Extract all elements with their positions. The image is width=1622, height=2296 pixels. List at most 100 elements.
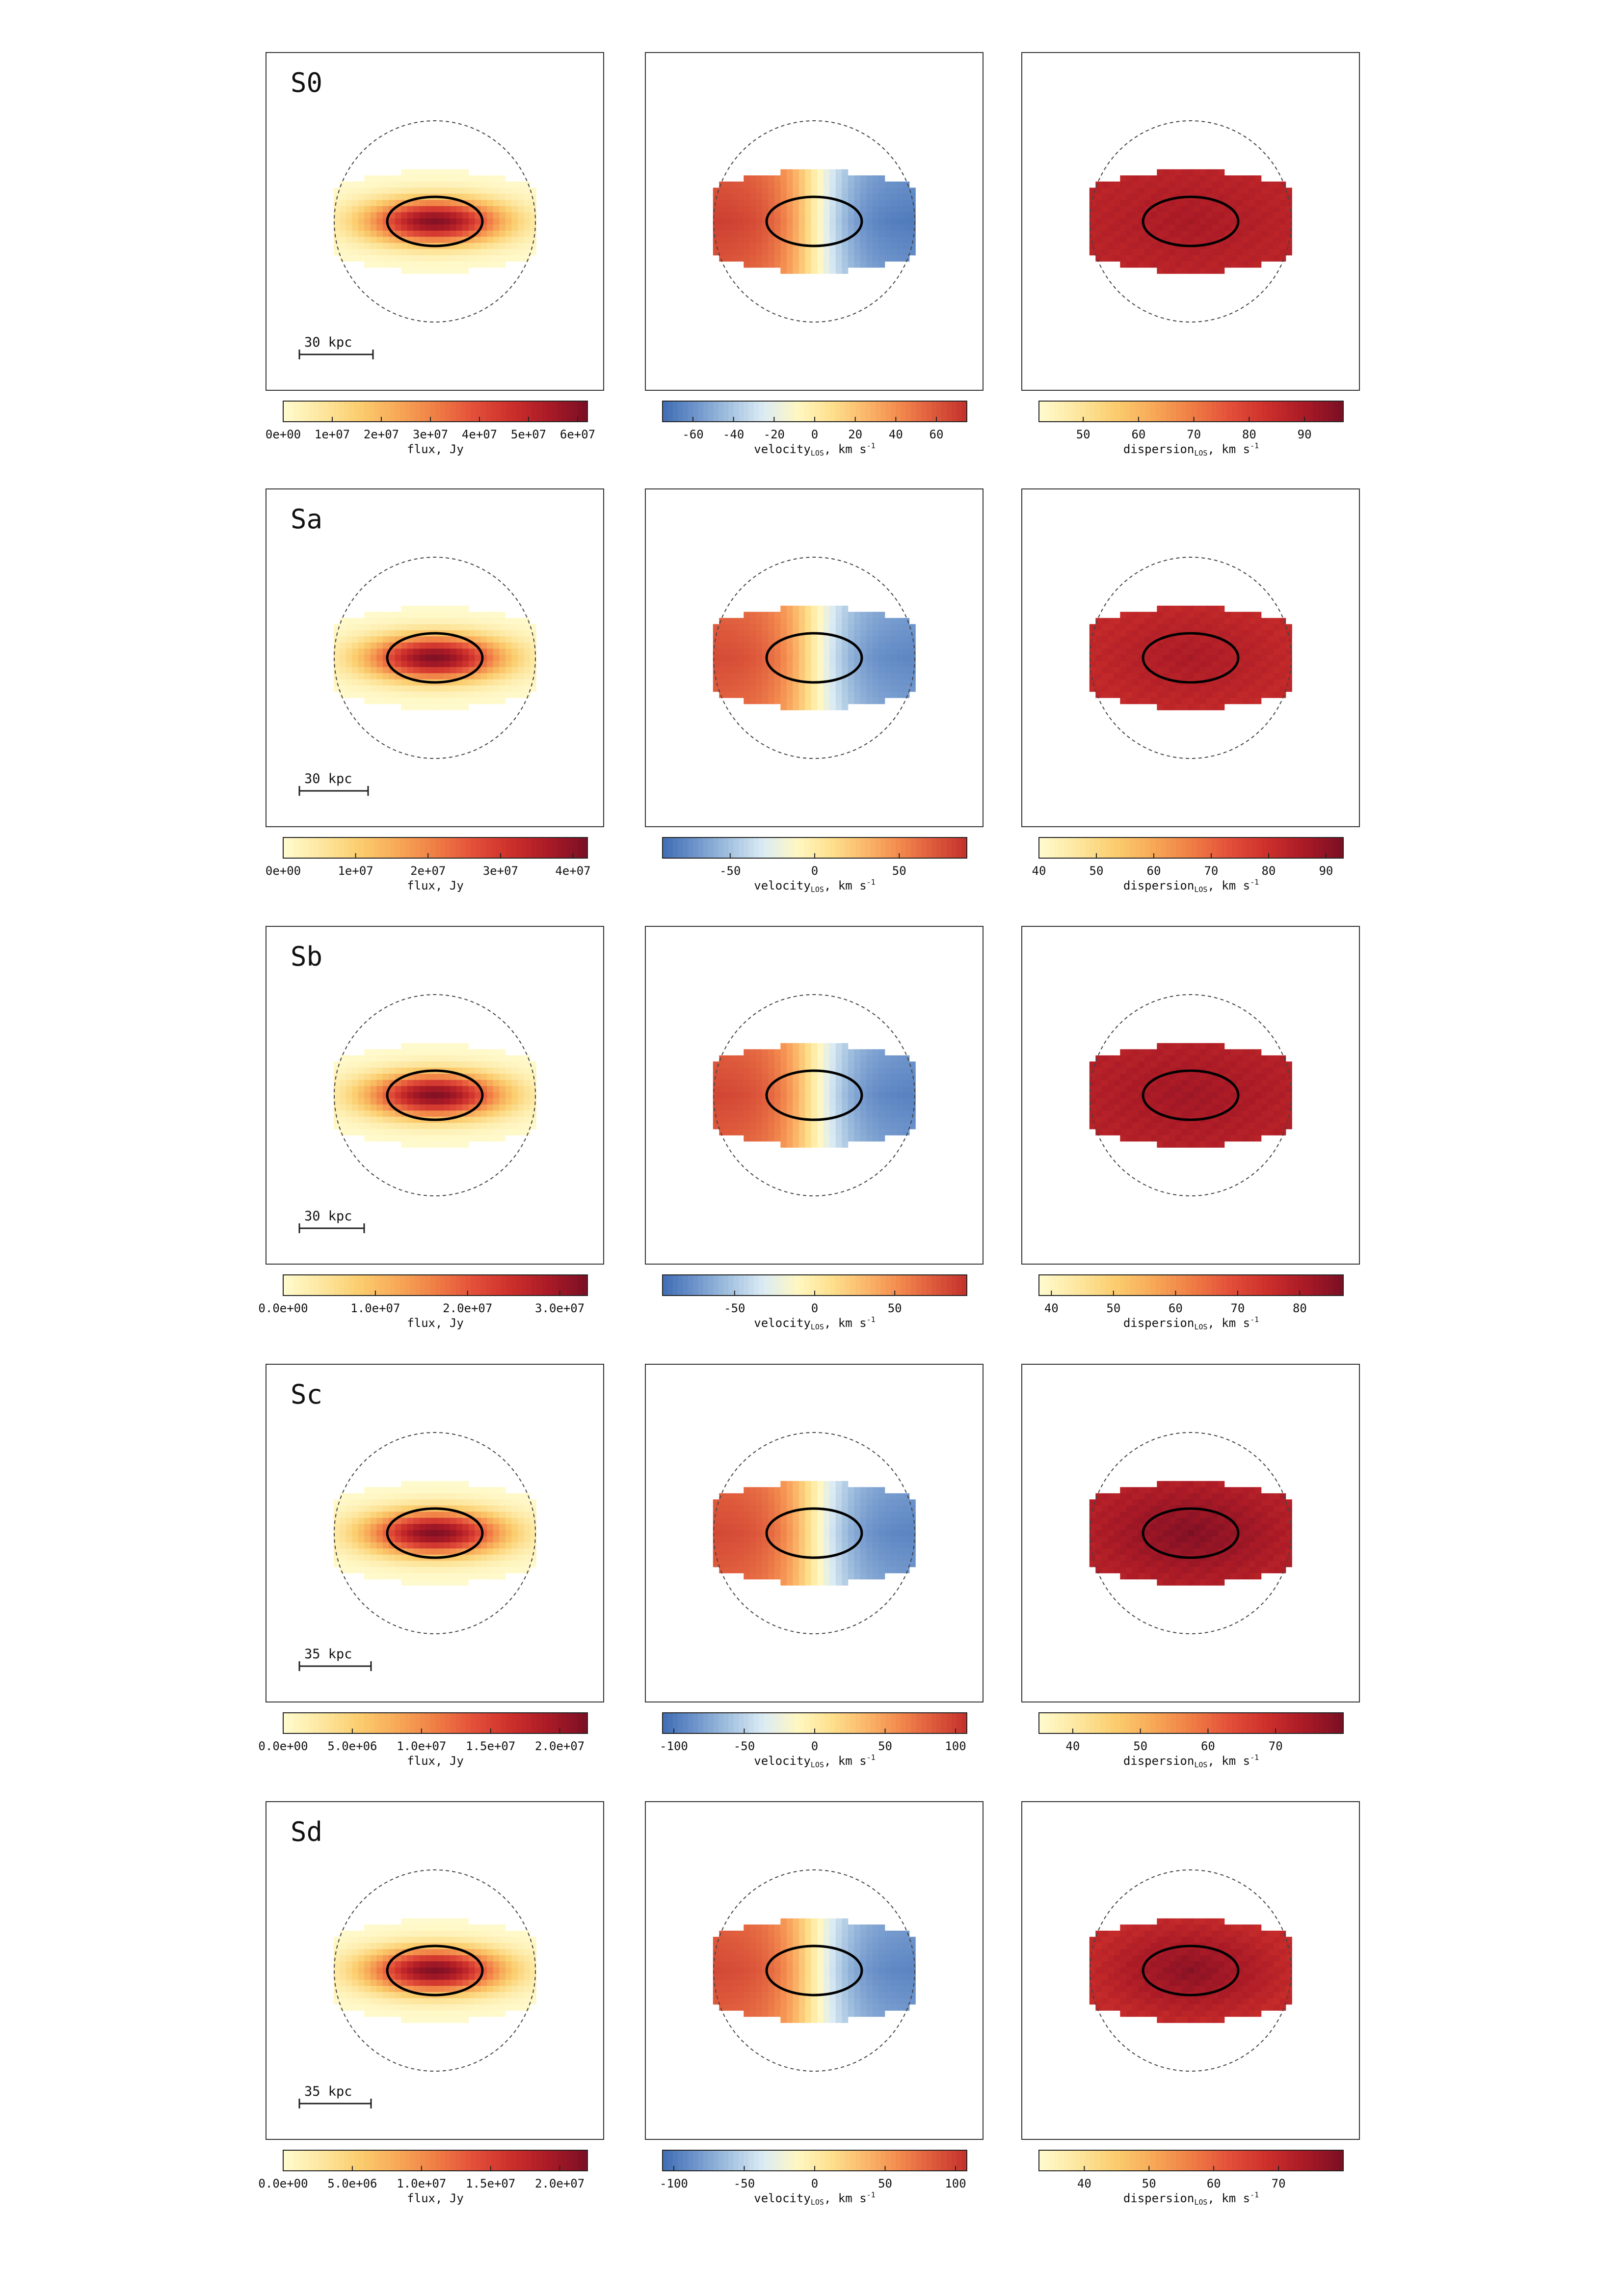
map-pixel	[1194, 188, 1200, 194]
map-pixel	[731, 1104, 738, 1111]
map-pixel	[419, 667, 426, 674]
map-pixel	[419, 654, 426, 661]
map-pixel	[487, 193, 494, 200]
map-pixel	[737, 188, 744, 194]
map-pixel	[811, 605, 818, 612]
map-pixel	[774, 654, 781, 661]
map-pixel	[866, 1116, 873, 1123]
map-pixel	[744, 1098, 750, 1105]
map-pixel	[1144, 1116, 1151, 1123]
map-pixel	[1114, 1098, 1120, 1105]
map-pixel	[1206, 1043, 1213, 1050]
colorbar-swatch	[390, 837, 395, 858]
aperture-circle	[713, 120, 915, 323]
map-pixel	[866, 642, 873, 649]
map-pixel	[897, 685, 904, 692]
map-pixel	[1243, 200, 1250, 207]
map-pixel	[1236, 1055, 1243, 1062]
colorbar-swatch	[364, 401, 370, 422]
map-pixel	[762, 188, 769, 194]
map-pixel	[1175, 181, 1182, 188]
map-pixel	[1255, 1049, 1262, 1056]
map-pixel	[1144, 193, 1151, 200]
colorbar-swatch	[946, 837, 952, 858]
map-pixel	[425, 169, 432, 176]
map-pixel	[346, 648, 352, 655]
colorbar-tick-label: -50	[719, 864, 741, 878]
map-pixel	[1249, 1080, 1255, 1086]
map-pixel	[1144, 1110, 1151, 1117]
map-pixel	[829, 206, 836, 213]
map-pixel	[829, 624, 836, 631]
map-pixel	[811, 249, 818, 256]
colorbar-swatch	[1333, 401, 1339, 422]
map-pixel	[462, 181, 469, 188]
map-pixel	[1261, 255, 1268, 262]
map-pixel	[413, 249, 420, 256]
map-pixel	[1101, 685, 1108, 692]
map-pixel	[891, 200, 898, 207]
map-pixel	[1169, 212, 1176, 219]
map-pixel	[444, 267, 451, 274]
map-pixel	[756, 193, 763, 200]
map-pixel	[866, 193, 873, 200]
map-pixel	[891, 648, 898, 655]
map-pixel	[762, 642, 769, 649]
map-pixel	[370, 224, 377, 231]
map-pixel	[786, 1135, 793, 1142]
map-pixel	[749, 685, 756, 692]
map-pixel	[1255, 667, 1262, 674]
map-pixel	[480, 1116, 487, 1123]
map-pixel	[346, 1098, 352, 1105]
colorbar-swatch	[460, 837, 466, 858]
map-pixel	[1114, 636, 1120, 643]
map-pixel	[389, 1110, 396, 1117]
colorbar-swatch	[1105, 837, 1111, 858]
colorbar-swatch	[314, 401, 319, 422]
map-pixel	[480, 630, 487, 637]
map-pixel	[884, 206, 891, 213]
map-pixel	[376, 661, 383, 668]
map-pixel	[1199, 230, 1206, 237]
map-pixel	[842, 654, 849, 661]
colorbar-swatch	[1120, 401, 1126, 422]
map-pixel	[1261, 1116, 1268, 1123]
map-pixel	[817, 612, 824, 619]
map-pixel	[903, 673, 910, 680]
map-pixel	[842, 1092, 849, 1099]
map-pixel	[872, 1123, 879, 1130]
map-pixel	[444, 218, 451, 225]
map-pixel	[1181, 667, 1188, 674]
map-pixel	[744, 1123, 750, 1130]
map-pixel	[1273, 243, 1280, 249]
map-pixel	[1150, 224, 1157, 231]
map-pixel	[1108, 1092, 1115, 1099]
map-pixel	[499, 1074, 506, 1080]
map-pixel	[719, 218, 726, 225]
map-pixel	[786, 661, 793, 668]
map-pixel	[1150, 261, 1157, 268]
map-pixel	[1194, 224, 1200, 231]
map-pixel	[1175, 200, 1182, 207]
map-pixel	[346, 206, 352, 213]
map-pixel	[780, 685, 787, 692]
map-pixel	[817, 685, 824, 692]
map-pixel	[499, 648, 506, 655]
map-pixel	[835, 618, 842, 624]
map-pixel	[737, 212, 744, 219]
map-pixel	[762, 685, 769, 692]
colorbar-label: velocityLOS, km s-1	[754, 878, 875, 894]
map-pixel	[909, 249, 916, 256]
map-pixel	[1243, 249, 1250, 256]
map-pixel	[756, 1055, 763, 1062]
map-pixel	[425, 661, 432, 668]
map-pixel	[1095, 618, 1102, 624]
map-pixel	[358, 224, 365, 231]
map-pixel	[413, 1049, 420, 1056]
map-pixel	[505, 188, 512, 194]
map-pixel	[511, 255, 518, 262]
map-pixel	[333, 654, 340, 661]
map-pixel	[431, 188, 438, 194]
map-pixel	[903, 636, 910, 643]
map-pixel	[499, 1092, 506, 1099]
